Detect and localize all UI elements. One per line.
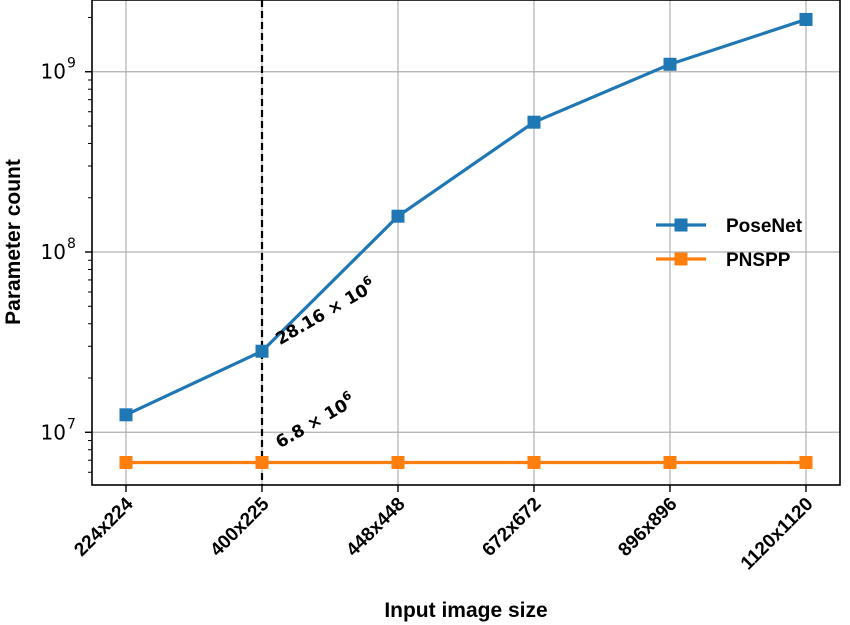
x-axis-ticks: 224x224 400x225 448x448 672x672 896x896 1120x…	[70, 485, 818, 575]
annotation-label: 28.16 × 106	[271, 273, 380, 350]
series-marker	[255, 455, 269, 469]
x-tick-label: 400x225	[206, 493, 273, 560]
x-axis-title: Input image size	[384, 599, 547, 622]
x-tick-label: 1120x1120	[737, 494, 818, 575]
annotation-label: 6.8 × 106	[271, 388, 359, 453]
series-marker	[119, 455, 133, 469]
y-tick-label: 10	[41, 420, 66, 444]
legend-label: PNSPP	[726, 250, 791, 271]
x-tick-label: 672x672	[478, 494, 545, 561]
legend-marker	[674, 252, 688, 266]
y-tick-label-exponent: 8	[67, 236, 76, 252]
series-marker	[391, 455, 405, 469]
series-marker	[391, 209, 405, 223]
series-layer	[119, 12, 813, 469]
y-tick-label-exponent: 7	[67, 416, 76, 432]
x-tick-label: 896x896	[614, 494, 681, 561]
series-marker	[119, 408, 133, 422]
series-marker	[527, 115, 541, 129]
series-marker	[255, 344, 269, 358]
y-axis-title: Parameter count	[2, 159, 25, 325]
legend-marker	[674, 218, 688, 232]
series-marker	[527, 455, 541, 469]
legend-label: PoseNet	[726, 216, 803, 237]
series-marker	[663, 455, 677, 469]
plot-frame	[91, 0, 841, 486]
annotations: 28.16 × 106 6.8 × 106	[271, 273, 380, 453]
series-marker	[663, 57, 677, 71]
y-tick-label-exponent: 9	[67, 56, 76, 72]
series-marker	[799, 12, 813, 26]
legend: PoseNet PNSPP	[656, 216, 803, 271]
y-tick-label: 10	[41, 60, 66, 84]
x-tick-label: 448x448	[342, 494, 409, 561]
grid	[92, 0, 840, 485]
y-tick-label: 10	[41, 240, 66, 264]
series-line	[125, 17, 807, 417]
x-tick-label: 224x224	[70, 493, 137, 560]
series-marker	[799, 455, 813, 469]
